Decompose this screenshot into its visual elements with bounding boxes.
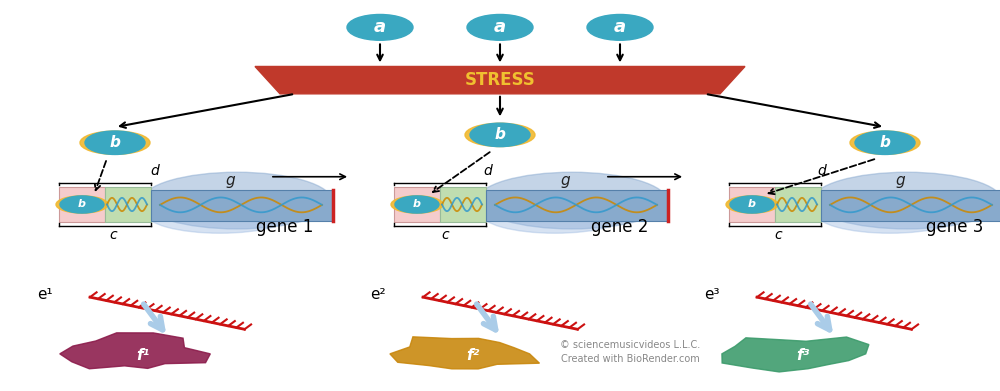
Text: STRESS: STRESS [465,71,535,89]
FancyBboxPatch shape [486,190,668,221]
Text: d: d [818,164,826,178]
Circle shape [730,196,774,213]
Text: e²: e² [370,287,386,302]
FancyBboxPatch shape [729,187,775,222]
Ellipse shape [726,196,778,213]
Text: g: g [225,173,235,188]
Ellipse shape [465,123,535,147]
Text: d: d [484,164,492,178]
FancyBboxPatch shape [440,187,486,222]
Text: c: c [441,228,449,242]
Circle shape [395,196,439,213]
Text: © sciencemusicvideos L.L.C.
Created with BioRender.com: © sciencemusicvideos L.L.C. Created with… [560,340,700,364]
Ellipse shape [812,172,1000,229]
Polygon shape [60,333,210,369]
Polygon shape [255,66,745,94]
Text: d: d [151,164,159,178]
FancyBboxPatch shape [151,190,333,221]
Ellipse shape [850,131,920,154]
Circle shape [470,123,530,147]
FancyBboxPatch shape [775,187,821,222]
FancyBboxPatch shape [105,187,151,222]
Polygon shape [722,337,869,372]
Ellipse shape [142,172,332,229]
Text: b: b [413,199,421,210]
Text: g: g [560,173,570,188]
Text: f³: f³ [796,348,810,362]
Circle shape [60,196,104,213]
Ellipse shape [145,192,295,233]
Text: gene 3: gene 3 [926,218,984,236]
Ellipse shape [80,131,150,154]
Text: f²: f² [466,348,480,362]
FancyBboxPatch shape [59,187,105,222]
Ellipse shape [391,196,443,213]
Text: b: b [495,127,505,142]
Ellipse shape [56,196,108,213]
Text: c: c [109,228,117,242]
Text: gene 1: gene 1 [256,218,314,236]
Text: f¹: f¹ [136,348,150,362]
FancyBboxPatch shape [394,187,440,222]
Circle shape [587,14,653,40]
Text: g: g [895,173,905,188]
Text: a: a [374,18,386,36]
Circle shape [347,14,413,40]
Text: e³: e³ [704,287,720,302]
Text: b: b [880,135,890,150]
Text: b: b [78,199,86,210]
Text: a: a [614,18,626,36]
Text: b: b [110,135,120,150]
Text: b: b [748,199,756,210]
Ellipse shape [815,192,965,233]
Circle shape [85,131,145,154]
Text: a: a [494,18,506,36]
Text: gene 2: gene 2 [591,218,649,236]
Text: c: c [774,228,782,242]
Ellipse shape [477,172,667,229]
Circle shape [855,131,915,154]
Text: e¹: e¹ [37,287,53,302]
Polygon shape [390,337,539,369]
Circle shape [467,14,533,40]
Ellipse shape [480,192,630,233]
FancyBboxPatch shape [821,190,1000,221]
